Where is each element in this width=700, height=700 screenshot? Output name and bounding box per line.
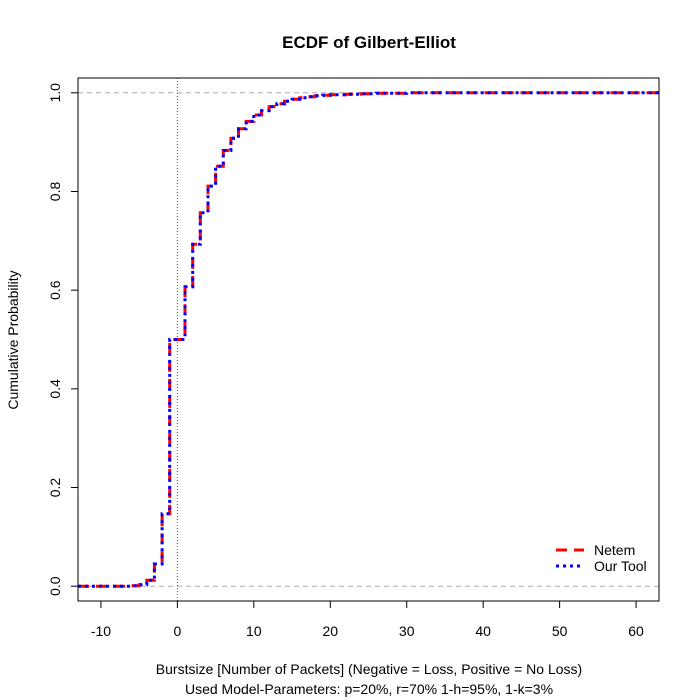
legend-label-netem: Netem	[594, 542, 635, 558]
x-tick-label-5: 40	[475, 623, 491, 639]
series-line-0	[78, 91, 659, 588]
x-axis-label-line2: Used Model-Parameters: p=20%, r=70% 1-h=…	[185, 681, 553, 697]
chart-title: ECDF of Gilbert-Elliot	[282, 33, 456, 52]
y-axis: 0.0 0.2 0.4 0.6 0.8 1.0	[47, 83, 78, 596]
x-axis: -10 0 10 20 30 40 50 60	[91, 601, 644, 639]
y-axis-label: Cumulative Probability	[5, 270, 21, 409]
x-tick-label-6: 50	[552, 623, 568, 639]
legend: Netem Our Tool	[556, 542, 647, 574]
y-tick-label-1: 0.2	[47, 478, 63, 498]
series-layer	[78, 91, 659, 588]
plot-frame	[77, 77, 660, 602]
x-tick-label-3: 20	[322, 623, 338, 639]
x-axis-label: Burstsize [Number of Packets] (Negative …	[156, 661, 582, 677]
y-tick-label-4: 0.8	[47, 182, 63, 202]
x-tick-label-0: -10	[91, 623, 111, 639]
y-tick-label-5: 1.0	[47, 83, 63, 103]
x-tick-label-1: 0	[173, 623, 181, 639]
x-tick-label-7: 60	[628, 623, 644, 639]
x-tick-label-4: 30	[399, 623, 415, 639]
y-tick-label-3: 0.6	[47, 280, 63, 300]
y-tick-label-2: 0.4	[47, 379, 63, 399]
series-line-1	[78, 91, 659, 588]
legend-label-our-tool: Our Tool	[594, 558, 647, 574]
y-tick-label-0: 0.0	[47, 576, 63, 596]
reference-lines	[78, 78, 659, 601]
x-tick-label-2: 10	[246, 623, 262, 639]
